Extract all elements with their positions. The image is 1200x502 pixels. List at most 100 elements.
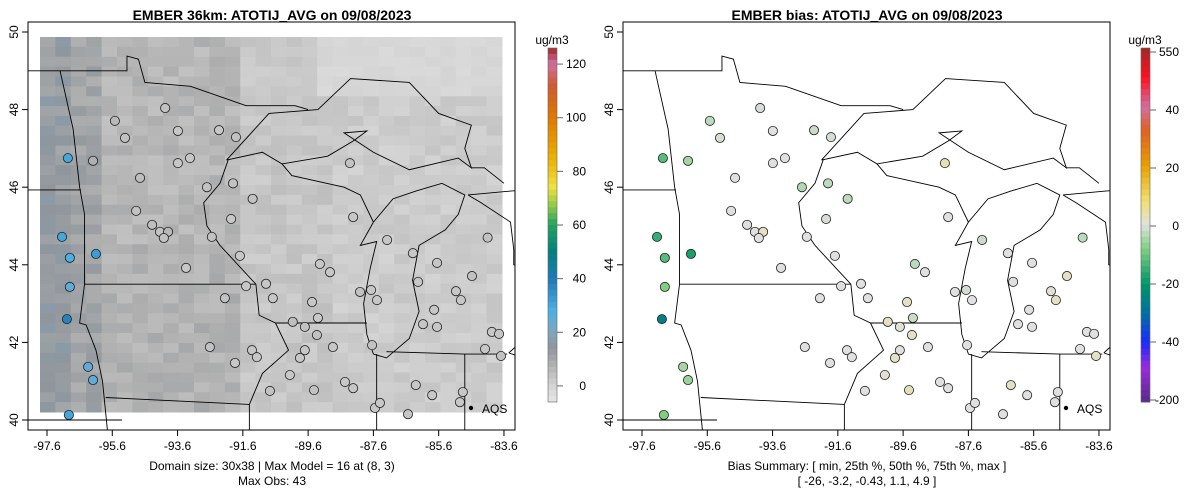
station-point bbox=[371, 295, 382, 306]
colorbar-swatch bbox=[548, 154, 557, 161]
grid-cell bbox=[117, 333, 133, 344]
grid-cell bbox=[486, 382, 503, 393]
grid-cell bbox=[271, 352, 287, 364]
grid-cell bbox=[178, 254, 195, 265]
grid-cell bbox=[240, 254, 257, 265]
grid-cell bbox=[409, 96, 426, 107]
grid-cell bbox=[394, 254, 411, 265]
grid-cell bbox=[271, 66, 287, 77]
grid-cell bbox=[255, 244, 272, 255]
grid-cell bbox=[378, 283, 395, 295]
grid-cell bbox=[471, 125, 488, 137]
grid-cell bbox=[147, 263, 164, 275]
station-point bbox=[226, 214, 237, 225]
grid-cell bbox=[55, 66, 72, 77]
grid-cell bbox=[317, 234, 334, 245]
grid-cell bbox=[317, 76, 334, 87]
grid-cell bbox=[271, 234, 287, 245]
grid-cell bbox=[378, 165, 395, 176]
y-tick-label: 42 bbox=[602, 335, 616, 349]
grid-cell bbox=[240, 273, 257, 285]
grid-cell bbox=[40, 125, 56, 137]
grid-cell bbox=[317, 273, 334, 285]
grid-cell bbox=[394, 106, 411, 117]
grid-cell bbox=[86, 46, 103, 58]
grid-cell bbox=[147, 96, 164, 107]
grid-cell bbox=[117, 56, 133, 68]
grid-cell bbox=[486, 293, 503, 304]
grid-cell bbox=[163, 204, 180, 216]
grid-cell bbox=[255, 96, 272, 107]
grid-cell bbox=[301, 342, 318, 354]
station-point bbox=[246, 345, 257, 356]
grid-cell bbox=[378, 125, 395, 137]
y-tick-label: 50 bbox=[602, 25, 616, 39]
grid-cell bbox=[40, 244, 56, 255]
boundary-line bbox=[359, 182, 466, 359]
station-point bbox=[251, 352, 262, 363]
station-point bbox=[767, 125, 778, 136]
station-point bbox=[172, 125, 183, 136]
grid-cell bbox=[440, 372, 457, 383]
grid-cell bbox=[132, 37, 149, 48]
colorbar-swatch bbox=[1141, 177, 1150, 185]
y-tick-label: 46 bbox=[602, 180, 616, 194]
grid-cell bbox=[70, 46, 87, 58]
grid-cell bbox=[163, 175, 180, 186]
grid-cell bbox=[240, 46, 257, 58]
grid-cell bbox=[224, 185, 241, 196]
grid-cell bbox=[471, 96, 488, 107]
colorbar-swatch bbox=[1141, 112, 1150, 120]
grid-cell bbox=[394, 46, 411, 58]
grid-cell bbox=[178, 342, 195, 354]
colorbar-swatch bbox=[1141, 118, 1150, 126]
boundary-line bbox=[203, 159, 257, 285]
grid-cell bbox=[55, 204, 72, 216]
station-point bbox=[496, 350, 507, 361]
grid-cell bbox=[378, 185, 395, 196]
grid-cell bbox=[117, 175, 133, 186]
grid-cell bbox=[132, 194, 149, 206]
grid-cell bbox=[194, 185, 210, 196]
grid-cell bbox=[163, 402, 180, 413]
grid-cell bbox=[486, 56, 503, 68]
grid-cell bbox=[378, 263, 395, 275]
grid-cell bbox=[409, 313, 426, 324]
grid-cell bbox=[178, 194, 195, 206]
colorbar-swatch bbox=[1141, 48, 1150, 55]
colorbar-swatch bbox=[1141, 384, 1150, 391]
station-point bbox=[450, 286, 461, 297]
colorbar-swatch bbox=[1141, 130, 1150, 137]
grid-cell bbox=[486, 372, 503, 383]
grid-cell bbox=[55, 46, 72, 58]
grid-cell bbox=[348, 86, 364, 97]
aqs-legend-label: AQS bbox=[482, 402, 507, 416]
grid-cell bbox=[486, 194, 503, 206]
station-point bbox=[284, 369, 295, 380]
grid-cell bbox=[394, 392, 411, 403]
grid-cell bbox=[348, 56, 364, 68]
grid-cell bbox=[101, 204, 118, 216]
grid-cell bbox=[147, 392, 164, 403]
grid-cell bbox=[486, 352, 503, 364]
grid-cell bbox=[440, 76, 457, 87]
grid-cell bbox=[40, 372, 56, 383]
grid-cell bbox=[425, 224, 441, 235]
grid-cell bbox=[147, 362, 164, 374]
grid-cell bbox=[301, 303, 318, 314]
grid-cell bbox=[194, 214, 210, 225]
grid-cell bbox=[486, 46, 503, 58]
grid-cell bbox=[440, 86, 457, 97]
grid-cell bbox=[55, 175, 72, 186]
grid-cell bbox=[486, 76, 503, 87]
grid-cell bbox=[255, 392, 272, 403]
grid-cell bbox=[147, 273, 164, 285]
grid-cell bbox=[363, 224, 380, 235]
grid-cell bbox=[70, 333, 87, 344]
station-point bbox=[184, 153, 195, 164]
grid-cell bbox=[363, 155, 380, 166]
grid-cell bbox=[486, 96, 503, 107]
grid-cell bbox=[301, 185, 318, 196]
grid-cell bbox=[471, 46, 488, 58]
